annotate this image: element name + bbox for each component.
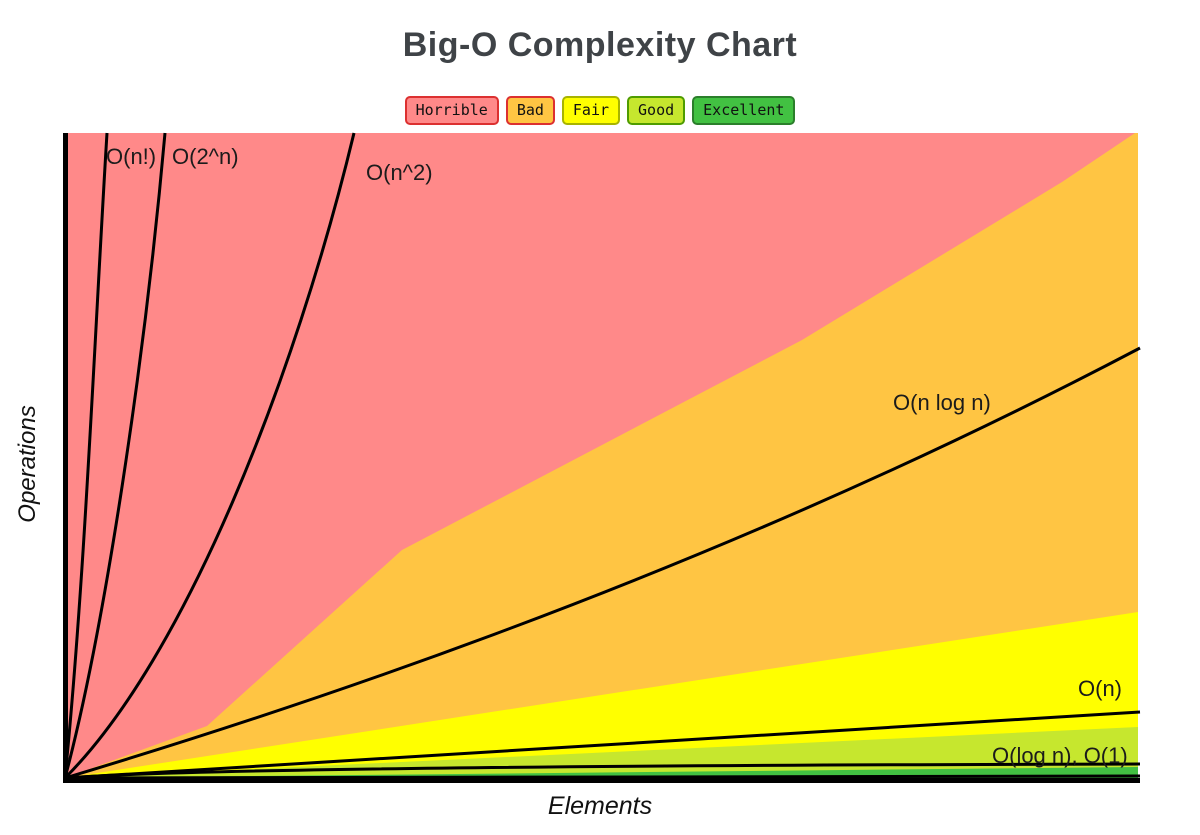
curve-label-o-n-log-n: O(n log n) xyxy=(893,390,991,415)
legend-badge-fair: Fair xyxy=(561,96,621,125)
curve-o-n-factorial xyxy=(63,132,109,779)
curve-o-n-log-n xyxy=(64,346,1141,780)
page-title: Big-O Complexity Chart xyxy=(402,26,798,64)
legend-badge-excellent: Excellent xyxy=(692,96,796,125)
legend-badge-bad: Bad xyxy=(505,96,555,125)
curve-label-o-log-n-o-1: O(log n), O(1) xyxy=(992,743,1128,768)
curve-label-o-2-pow-n: O(2^n) xyxy=(172,144,239,169)
curve-label-o-n-squared: O(n^2) xyxy=(366,160,433,185)
curve-o-n xyxy=(64,710,1141,780)
curve-o-log-n xyxy=(64,762,1141,780)
curve-o-n-squared xyxy=(63,132,356,780)
curve-o-1 xyxy=(64,774,1141,780)
region-bad xyxy=(65,133,1138,778)
legend: Horrible Bad Fair Good Excellent xyxy=(0,96,1200,125)
x-axis-label: Elements xyxy=(547,792,653,820)
legend-badge-good: Good xyxy=(627,96,686,125)
y-axis-label: Operations xyxy=(14,405,41,523)
curve-o-2-pow-n xyxy=(63,132,167,779)
curve-label-o-n: O(n) xyxy=(1078,676,1122,701)
legend-badge-horrible: Horrible xyxy=(404,96,499,125)
region-fair xyxy=(65,612,1138,778)
curve-label-o-n-factorial: O(n!) xyxy=(106,144,157,169)
